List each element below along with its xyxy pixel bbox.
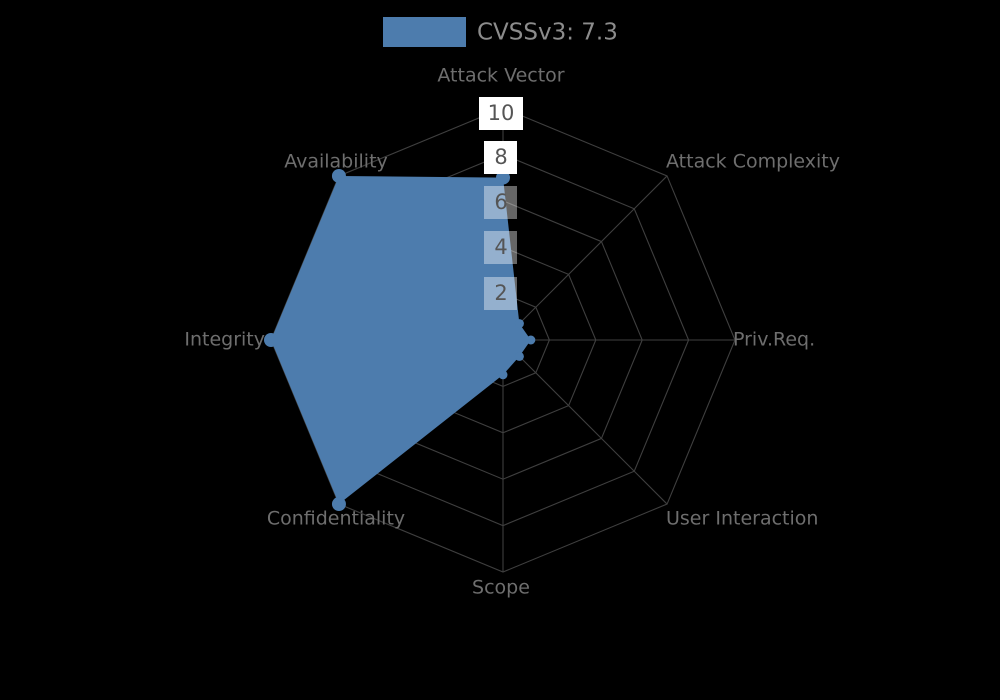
tick-bg-6 [484,186,517,219]
series-vertex-2 [526,335,536,345]
tick-bg-8 [484,141,517,174]
series-vertex-1 [514,319,524,329]
axis-label-user-interaction: User Interaction [666,508,818,530]
grid-spoke [502,175,668,341]
tick-bg-10 [479,97,523,130]
series-vertex-markers [264,168,536,512]
axis-label-integrity: Integrity [184,329,265,351]
legend: CVSSv3: 7.3 [383,17,618,47]
series-vertex-3 [514,351,524,361]
legend-color-swatch [383,17,466,47]
series-polygon-cvssv3 [271,175,531,505]
tick-label-2: 2 [494,281,507,305]
axis-label-attack-complexity: Attack Complexity [666,151,840,173]
series-vertex-4 [498,370,508,380]
tick-label-6: 6 [494,190,507,214]
tick-bg-4 [484,231,517,264]
legend-label: CVSSv3: 7.3 [477,20,618,46]
tick-label-4: 4 [494,235,507,259]
radial-tick-labels: 10 8 6 4 2 [479,97,523,310]
axis-label-attack-vector: Attack Vector [437,65,564,87]
series-vertex-7 [331,168,346,183]
tick-label-10: 10 [488,101,515,125]
axis-label-availability: Availability [284,151,388,173]
axis-labels: Attack Vector Attack Complexity Priv.Req… [184,65,840,599]
grid-spoke [502,339,668,505]
series-vertex-5 [331,497,346,512]
series-group [264,168,536,512]
axis-label-priv-req: Priv.Req. [733,329,815,351]
tick-bg-2 [484,277,517,310]
tick-label-8: 8 [494,145,507,169]
series-vertex-6 [264,333,278,347]
axis-label-confidentiality: Confidentiality [267,508,405,530]
axis-label-scope: Scope [472,577,530,599]
series-vertex-0 [496,170,510,185]
